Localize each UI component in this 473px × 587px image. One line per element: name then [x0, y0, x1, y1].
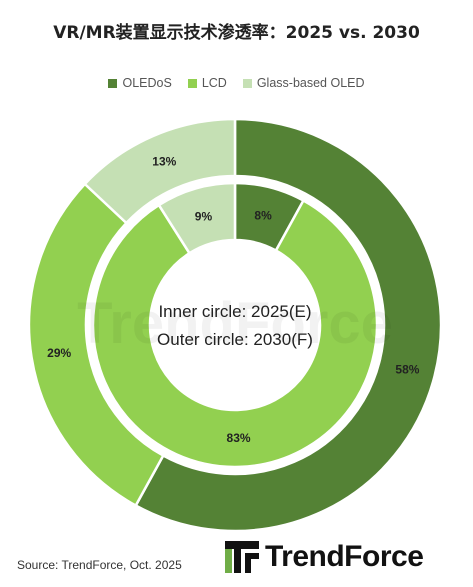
inner-slice-lcd	[91, 198, 379, 469]
outer-data-label: 13%	[152, 155, 176, 169]
inner-circle-note: Inner circle: 2025(E)	[158, 302, 311, 321]
outer-slice-glass-based-oled	[83, 117, 237, 225]
source-note: Source: TrendForce, Oct. 2025	[17, 558, 182, 572]
inner-data-label: 8%	[254, 209, 272, 223]
inner-data-label: 83%	[227, 431, 251, 445]
trendforce-logo-icon	[225, 541, 259, 573]
watermark: TrendForce	[77, 291, 393, 356]
outer-data-label: 29%	[47, 346, 71, 360]
chart-title: VR/MR装置显示技术渗透率：2025 vs. 2030	[53, 23, 420, 43]
legend-swatch	[242, 78, 252, 88]
legend-swatch	[187, 78, 197, 88]
legend-swatch	[108, 78, 118, 88]
trendforce-logo: TrendForce	[225, 540, 424, 574]
inner-slice-glass-based-oled	[157, 181, 237, 255]
outer-slice-oledos	[134, 117, 443, 533]
trendforce-logo-text: TrendForce	[265, 540, 424, 573]
outer-data-label: 58%	[395, 362, 419, 376]
legend-item-oledos: OLEDoS	[108, 76, 172, 90]
legend-label: OLEDoS	[122, 76, 172, 90]
legend-label: LCD	[201, 76, 227, 90]
outer-slice-lcd	[27, 182, 165, 508]
legend-item-lcd: LCD	[187, 76, 227, 90]
legend-item-glass-based-oled: Glass-based OLED	[242, 76, 365, 90]
legend: OLEDoS LCD Glass-based OLED	[0, 76, 473, 90]
legend-label: Glass-based OLED	[256, 76, 365, 90]
outer-circle-note: Outer circle: 2030(F)	[157, 330, 313, 349]
inner-data-label: 9%	[195, 209, 213, 223]
